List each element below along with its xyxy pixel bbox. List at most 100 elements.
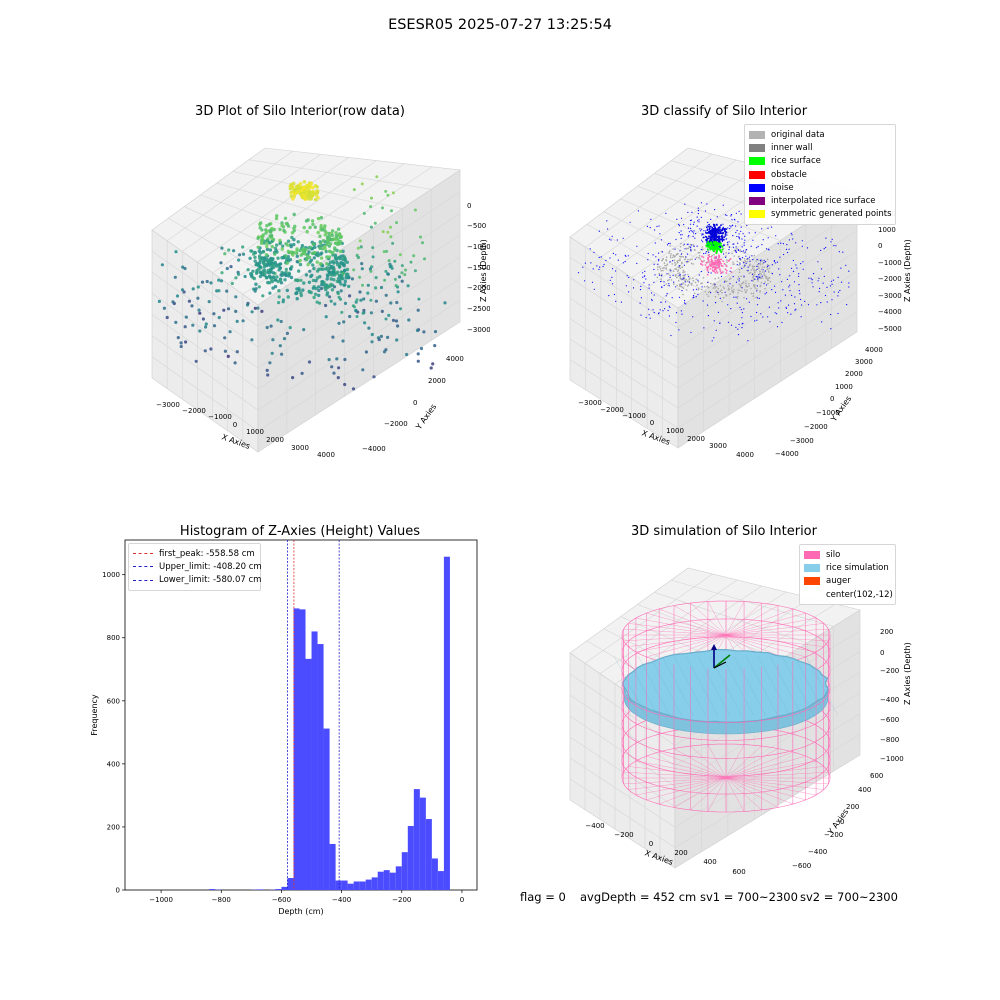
noise-point [730, 308, 732, 310]
original-data-point [661, 273, 663, 276]
noise-point [600, 256, 602, 258]
raw-point [203, 349, 207, 353]
raw-point [176, 336, 180, 340]
noise-point [626, 275, 628, 277]
noise-point [714, 230, 717, 233]
original-data-point [746, 269, 748, 272]
classify-legend: original data inner wall rice surface ob… [744, 124, 896, 226]
sim-z-tick: −200 [880, 667, 899, 675]
noise-point [589, 248, 591, 250]
hist-legend-entry: Lower_limit: -580.07 cm [133, 574, 261, 587]
raw-point [241, 252, 246, 256]
noise-point [696, 216, 698, 218]
original-data-point [733, 288, 735, 291]
original-data-point [750, 287, 752, 290]
noise-point [732, 224, 734, 226]
noise-point [756, 247, 758, 249]
original-data-point [670, 279, 673, 281]
raw-point [295, 247, 299, 251]
noise-point [675, 286, 677, 288]
raw-point [259, 241, 264, 245]
original-data-point [704, 291, 707, 293]
original-data-point [721, 291, 723, 294]
original-data-point [692, 263, 694, 265]
noise-point [793, 303, 796, 305]
raw-point [291, 197, 295, 201]
raw-point [268, 248, 273, 252]
raw-point [369, 269, 373, 273]
original-data-point [745, 258, 748, 261]
noise-point [773, 260, 775, 262]
noise-point [715, 329, 717, 331]
original-data-point [682, 293, 684, 296]
noise-point [711, 340, 713, 342]
hist-legend: first_peak: -558.58 cm Upper_limit: -408… [128, 543, 262, 591]
silo-spoke [659, 751, 727, 779]
noise-point [648, 287, 650, 289]
interpolated-point [716, 264, 719, 266]
raw-point [162, 306, 166, 310]
noise-point [687, 227, 690, 229]
noise-point [686, 261, 688, 263]
original-data-point [698, 255, 701, 257]
classify-x-tick: 3000 [709, 442, 727, 450]
raw-point [390, 266, 394, 270]
original-data-point [719, 284, 722, 287]
raw-point [300, 371, 304, 375]
original-data-point [761, 263, 764, 265]
raw-point [431, 362, 435, 366]
noise-point [730, 214, 733, 216]
original-data-point [682, 269, 685, 272]
raw-point [299, 293, 303, 298]
hist-bar [329, 843, 336, 890]
raw-point [323, 245, 327, 249]
noise-point [756, 285, 758, 287]
raw-point [334, 231, 338, 235]
noise-point [791, 267, 793, 269]
noise-point [693, 245, 695, 247]
raw-point [286, 274, 291, 278]
raw-point [366, 291, 370, 295]
raw-point [235, 350, 239, 354]
original-data-point [766, 266, 768, 269]
grid-line [569, 778, 676, 848]
grid-line [616, 165, 761, 268]
raw-point [256, 236, 260, 240]
noise-point [774, 285, 776, 287]
raw-point [351, 387, 356, 391]
raw-point [191, 287, 195, 291]
original-data-point [736, 247, 738, 250]
raw-point [362, 211, 366, 215]
raw-point [174, 250, 178, 254]
original-data-point [668, 250, 671, 252]
noise-point [735, 250, 737, 252]
noise-point [654, 229, 656, 231]
sim-y-tick: −600 [792, 862, 811, 870]
original-data-point [665, 256, 668, 258]
grid-line [654, 592, 808, 644]
raw-point [320, 280, 325, 284]
classify-z-tick: 0 [878, 242, 882, 250]
noise-point [744, 239, 746, 241]
original-data-point [743, 258, 746, 260]
interpolated-point [707, 261, 710, 263]
noise-point [741, 267, 743, 269]
interpolated-point [712, 270, 714, 272]
silo-spoke [623, 771, 727, 779]
raw-point [335, 260, 339, 265]
grid-line [151, 250, 259, 327]
raw-point [320, 228, 325, 232]
noise-point [749, 260, 751, 262]
original-data-point [682, 274, 684, 277]
original-data-point [748, 264, 751, 266]
silo-spoke [725, 634, 806, 658]
raw-point [280, 352, 284, 356]
legend-swatch [749, 143, 765, 152]
raw-point [311, 191, 315, 195]
raw-point [386, 193, 390, 197]
raw-point [311, 286, 316, 290]
raw-point [229, 265, 233, 269]
raw-point [275, 214, 279, 218]
original-data-point [680, 285, 682, 288]
raw-point [328, 237, 332, 241]
